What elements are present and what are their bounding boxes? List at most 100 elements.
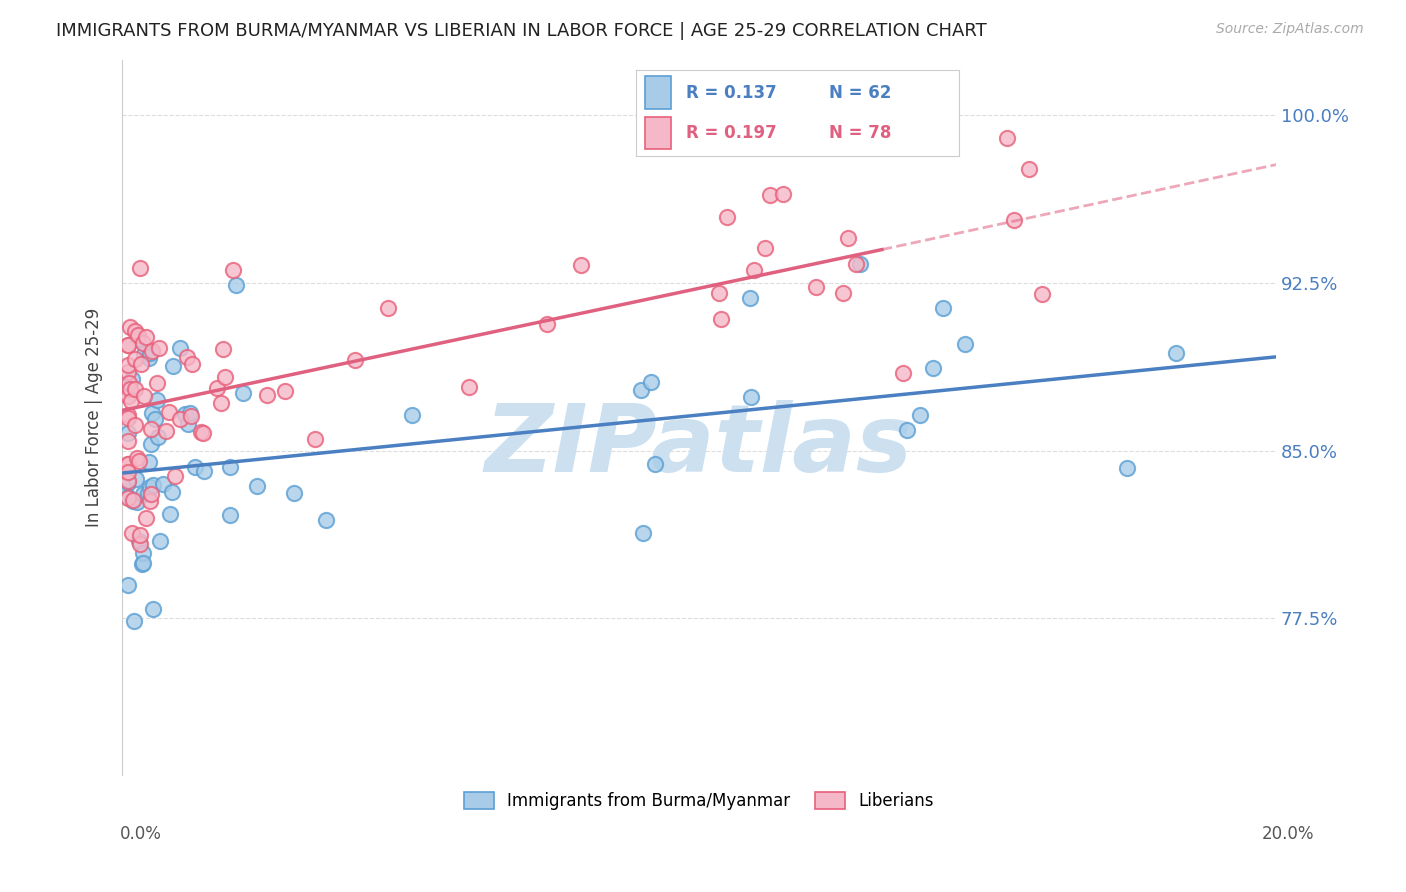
Point: [212, 343, 235, 357]
Point: [644, 457, 666, 471]
Point: [128, 533, 150, 548]
Point: [953, 337, 976, 351]
Point: [124, 418, 146, 433]
Point: [117, 338, 139, 352]
Point: [125, 473, 148, 487]
Point: [891, 366, 914, 380]
Point: [232, 386, 254, 401]
Point: [1116, 461, 1139, 475]
Point: [121, 525, 143, 540]
Point: [169, 412, 191, 426]
Point: [138, 345, 160, 359]
Point: [117, 491, 139, 505]
Point: [138, 455, 160, 469]
Point: [117, 490, 139, 504]
Point: [145, 411, 167, 425]
Point: [162, 359, 184, 374]
Point: [742, 263, 765, 277]
Point: [163, 468, 186, 483]
Point: [122, 493, 145, 508]
Point: [132, 487, 155, 501]
Point: [246, 479, 269, 493]
Point: [922, 360, 945, 375]
Point: [149, 534, 172, 549]
Text: 20.0%: 20.0%: [1263, 825, 1315, 843]
Text: IMMIGRANTS FROM BURMA/MYANMAR VS LIBERIAN IN LABOR FORCE | AGE 25-29 CORRELATION: IMMIGRANTS FROM BURMA/MYANMAR VS LIBERIA…: [56, 22, 987, 40]
Point: [152, 477, 174, 491]
Point: [136, 485, 159, 500]
Point: [124, 325, 146, 339]
Point: [207, 381, 229, 395]
Point: [135, 330, 157, 344]
Point: [146, 392, 169, 407]
Point: [120, 320, 142, 334]
Point: [274, 384, 297, 399]
Point: [121, 372, 143, 386]
Point: [214, 369, 236, 384]
Point: [209, 395, 232, 409]
Point: [173, 408, 195, 422]
Point: [117, 338, 139, 352]
Point: [124, 383, 146, 397]
Point: [117, 409, 139, 423]
Point: [159, 508, 181, 522]
Point: [139, 480, 162, 494]
Point: [141, 405, 163, 419]
Point: [146, 376, 169, 390]
Point: [181, 357, 204, 371]
Point: [117, 457, 139, 471]
Point: [118, 376, 141, 391]
Point: [117, 473, 139, 487]
Point: [304, 433, 326, 447]
Point: [536, 317, 558, 331]
Point: [738, 291, 761, 305]
Point: [118, 382, 141, 396]
Point: [630, 383, 652, 397]
Point: [122, 614, 145, 628]
Point: [146, 430, 169, 444]
Point: [184, 459, 207, 474]
Point: [193, 425, 215, 440]
Point: [569, 258, 592, 272]
Point: [139, 487, 162, 501]
Point: [848, 257, 870, 271]
Point: [117, 475, 139, 490]
Point: [160, 484, 183, 499]
Text: Source: ZipAtlas.com: Source: ZipAtlas.com: [1216, 22, 1364, 37]
Text: ZIPatlas: ZIPatlas: [485, 400, 912, 491]
Point: [125, 450, 148, 465]
Point: [176, 350, 198, 364]
Point: [132, 389, 155, 403]
Point: [193, 464, 215, 478]
Point: [633, 526, 655, 541]
Point: [117, 466, 139, 480]
Point: [169, 341, 191, 355]
Point: [142, 478, 165, 492]
Point: [772, 186, 794, 201]
Point: [177, 417, 200, 431]
Point: [148, 341, 170, 355]
Point: [343, 352, 366, 367]
Point: [128, 537, 150, 551]
Point: [117, 578, 139, 592]
Point: [190, 425, 212, 439]
Point: [132, 347, 155, 361]
Point: [141, 344, 163, 359]
Point: [132, 556, 155, 570]
Point: [1018, 161, 1040, 176]
Point: [125, 332, 148, 346]
Point: [117, 389, 139, 403]
Point: [127, 494, 149, 508]
Point: [157, 405, 180, 419]
Point: [754, 241, 776, 255]
Point: [740, 391, 762, 405]
Point: [222, 263, 245, 277]
Point: [845, 257, 868, 271]
Point: [219, 508, 242, 522]
Point: [837, 230, 859, 244]
Point: [179, 406, 201, 420]
Point: [117, 457, 139, 471]
Point: [131, 558, 153, 572]
Point: [117, 474, 139, 488]
Point: [124, 351, 146, 366]
